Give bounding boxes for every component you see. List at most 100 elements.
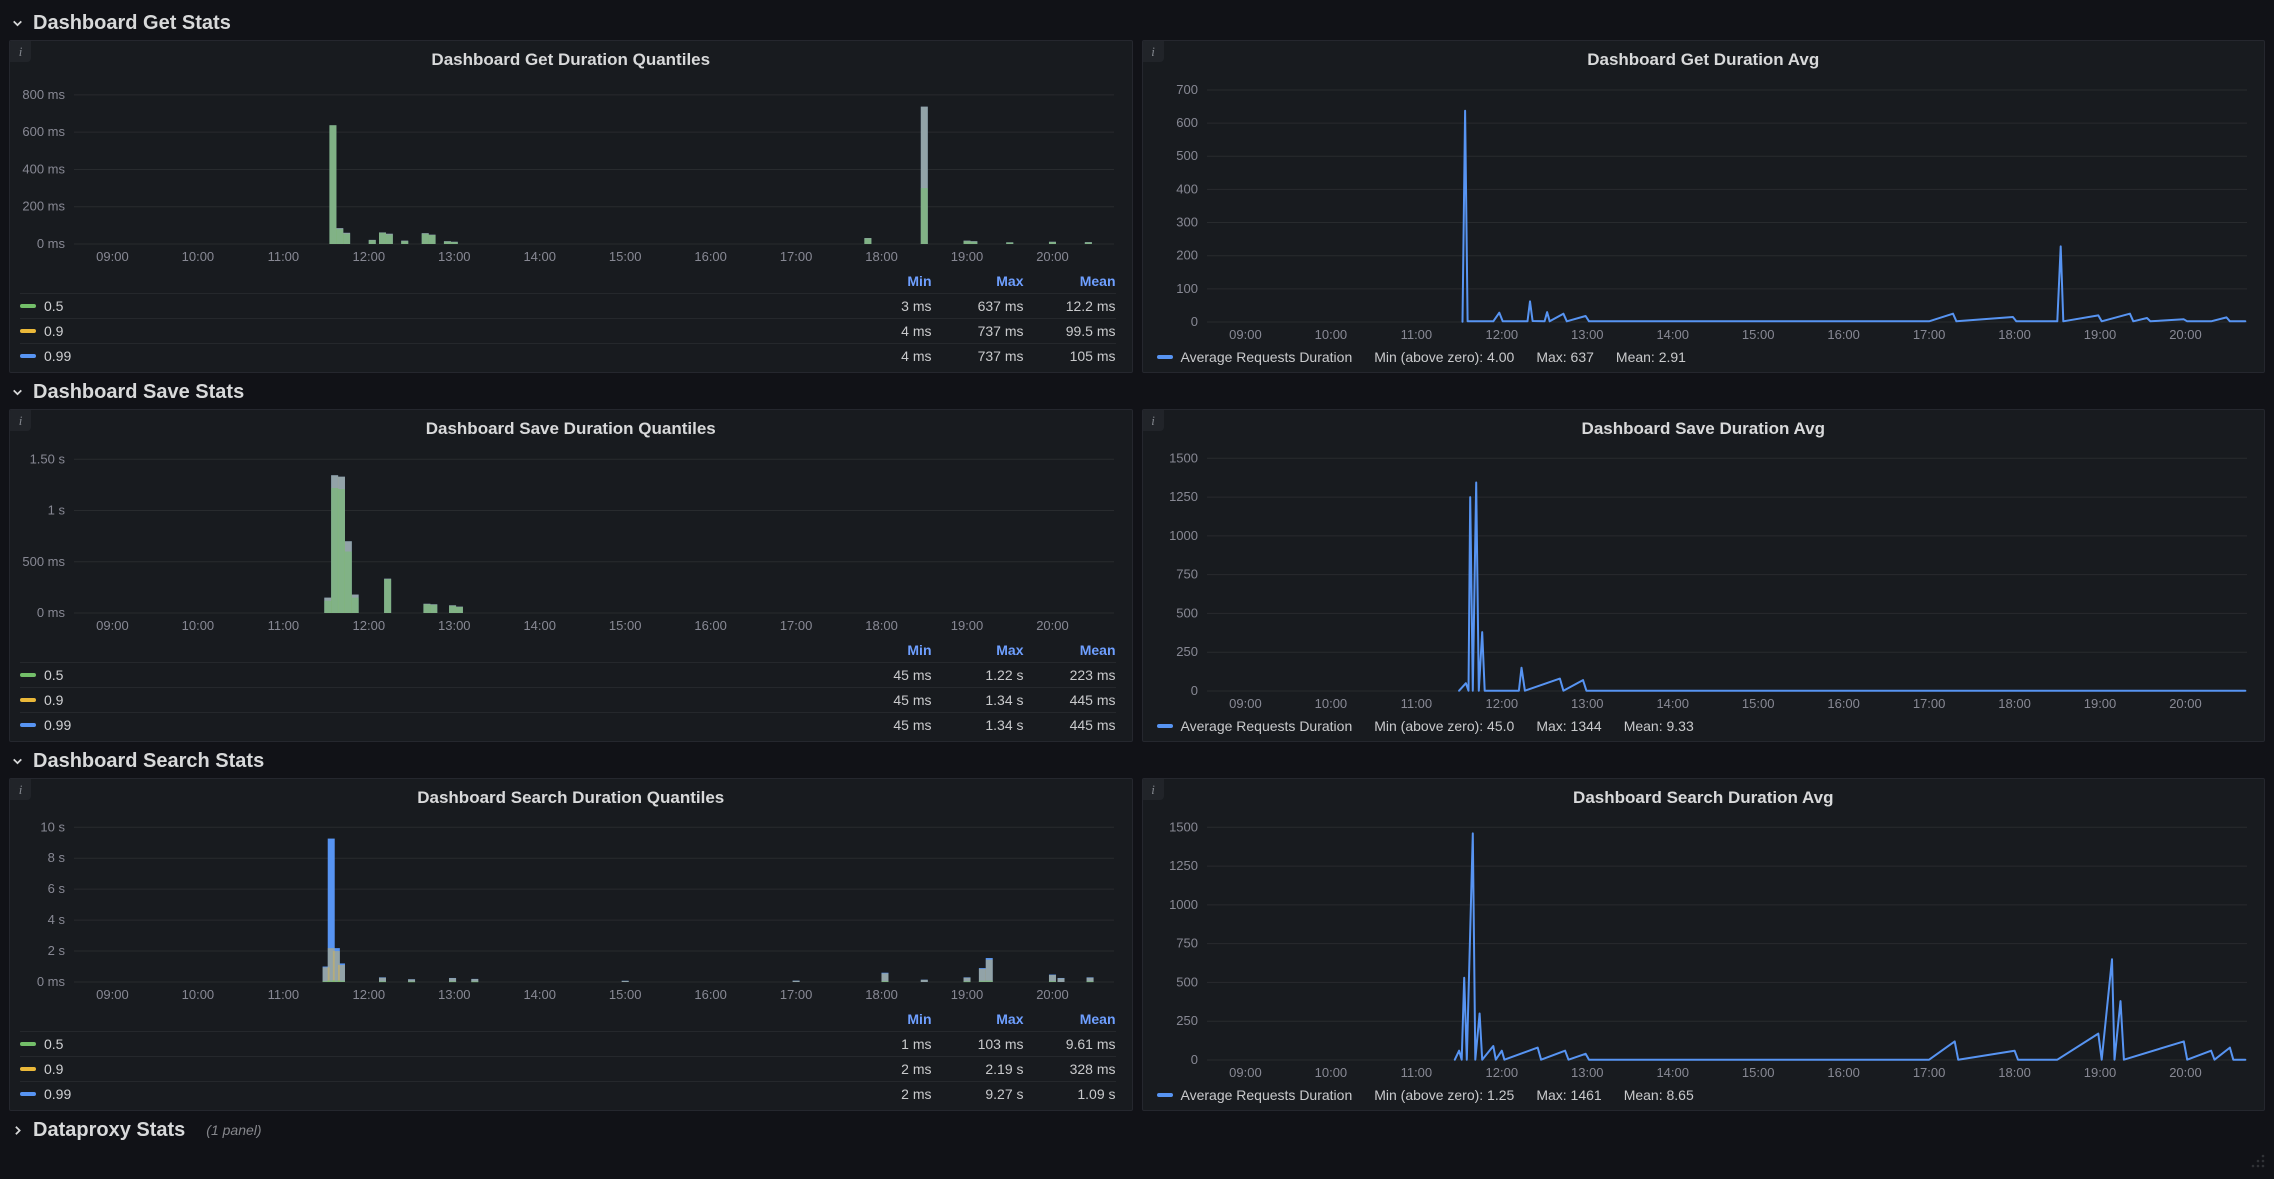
panel-info-icon[interactable]: i [1142, 41, 1164, 62]
svg-text:10:00: 10:00 [182, 618, 215, 633]
svg-text:14:00: 14:00 [523, 987, 556, 1002]
svg-text:15:00: 15:00 [609, 987, 642, 1002]
legend-col-mean[interactable]: Mean [1079, 272, 1116, 289]
panel-save-duration-quantiles: i Dashboard Save Duration Quantiles 0 ms… [9, 409, 1133, 742]
drag-handle-icon[interactable] [2250, 1152, 2266, 1173]
row-header-dashboard-search-stats[interactable]: Dashboard Search Stats [9, 744, 2265, 778]
panel-title[interactable]: Dashboard Get Duration Avg [1587, 50, 1820, 69]
search-quantiles-chart[interactable]: 0 ms 2 s 4 s 6 s 8 s 10 s 09:00 10:00 11:00 12:00… [10, 810, 1132, 1006]
panel-title[interactable]: Dashboard Save Duration Avg [1581, 419, 1825, 438]
svg-text:15:00: 15:00 [1741, 1065, 1774, 1080]
svg-text:09:00: 09:00 [1229, 327, 1262, 342]
series-swatch-icon [20, 673, 36, 677]
row-header-dashboard-get-stats[interactable]: Dashboard Get Stats [9, 6, 2265, 40]
panel-title[interactable]: Dashboard Get Duration Quantiles [431, 50, 711, 69]
legend-line: Average Requests Duration Min (above zer… [1143, 346, 2265, 365]
legend-max-value: 737 ms [977, 348, 1024, 364]
svg-text:19:00: 19:00 [951, 618, 984, 633]
panel-title[interactable]: Dashboard Search Duration Avg [1573, 788, 1834, 807]
svg-text:15:00: 15:00 [609, 618, 642, 633]
legend-max-value: 2.19 s [985, 1061, 1024, 1077]
svg-text:16:00: 16:00 [694, 249, 727, 264]
svg-text:250: 250 [1176, 644, 1198, 659]
panel-title[interactable]: Dashboard Search Duration Quantiles [417, 788, 725, 807]
svg-text:600: 600 [1176, 115, 1198, 130]
svg-text:19:00: 19:00 [2083, 327, 2116, 342]
legend-series-099[interactable]: 0.99 [20, 717, 840, 733]
series-swatch-icon [1156, 1093, 1173, 1097]
row-save-stats-panels: i Dashboard Save Duration Quantiles 0 ms… [9, 409, 2265, 742]
svg-text:500: 500 [1176, 605, 1198, 620]
legend-series-05[interactable]: 0.5 [20, 667, 840, 683]
legend-series-09[interactable]: 0.9 [20, 323, 840, 339]
legend-min-stat: Min (above zero): 4.00 [1374, 349, 1515, 365]
legend-line: Average Requests Duration Min (above zer… [1143, 1084, 2265, 1103]
series-swatch-icon [20, 354, 36, 358]
legend-series-09[interactable]: 0.9 [20, 1061, 840, 1077]
legend-max-value: 9.27 s [985, 1086, 1024, 1102]
svg-text:19:00: 19:00 [951, 249, 984, 264]
series-swatch-icon [1156, 724, 1173, 728]
svg-text:0 ms: 0 ms [37, 236, 66, 251]
panel-info-icon[interactable]: i [1142, 779, 1164, 800]
legend-series-05[interactable]: 0.5 [20, 298, 840, 314]
search-avg-chart[interactable]: 0 250 500 750 1000 1250 1500 09:00 10:00 11:00 12:… [1143, 810, 2265, 1084]
legend-series-05[interactable]: 0.5 [20, 1036, 840, 1052]
legend-col-max[interactable]: Max [996, 1010, 1024, 1027]
svg-text:1250: 1250 [1169, 489, 1198, 504]
legend-series-name[interactable]: Average Requests Duration [1180, 718, 1353, 734]
legend-col-min[interactable]: Min [907, 641, 932, 658]
legend-series-099[interactable]: 0.99 [20, 1086, 840, 1102]
legend-col-mean[interactable]: Mean [1079, 1010, 1116, 1027]
panel-title[interactable]: Dashboard Save Duration Quantiles [425, 419, 716, 438]
legend-row: 0.99 2 ms 9.27 s 1.09 s [20, 1081, 1116, 1106]
svg-text:18:00: 18:00 [865, 987, 898, 1002]
panel-info-icon[interactable]: i [10, 410, 31, 431]
legend-col-min[interactable]: Min [907, 272, 932, 289]
svg-text:11:00: 11:00 [268, 249, 300, 264]
legend-series-099[interactable]: 0.99 [20, 348, 840, 364]
panel-info-icon[interactable]: i [1142, 410, 1164, 431]
row-header-dataproxy-stats[interactable]: Dataproxy Stats (1 panel) [9, 1113, 2265, 1147]
legend-series-name[interactable]: Average Requests Duration [1180, 349, 1353, 365]
get-quantiles-chart[interactable]: 0 ms 200 ms 400 ms 600 ms 800 ms 09:00 10:00 11… [10, 72, 1132, 268]
svg-text:4 s: 4 s [48, 912, 66, 927]
svg-text:15:00: 15:00 [1741, 327, 1774, 342]
legend-col-max[interactable]: Max [996, 272, 1024, 289]
svg-text:16:00: 16:00 [1827, 696, 1860, 711]
legend-col-mean[interactable]: Mean [1079, 641, 1116, 658]
legend-max-stat: Max: 1461 [1536, 1087, 1602, 1103]
svg-text:8 s: 8 s [48, 850, 66, 865]
legend-series-09[interactable]: 0.9 [20, 692, 840, 708]
legend-min-value: 2 ms [901, 1061, 932, 1077]
legend-header: Min Max Mean [20, 637, 1116, 662]
svg-text:16:00: 16:00 [1827, 1065, 1860, 1080]
svg-text:0: 0 [1190, 1052, 1197, 1067]
svg-text:500: 500 [1176, 148, 1198, 163]
panel-info-icon[interactable]: i [10, 779, 31, 800]
chevron-down-icon [11, 17, 24, 30]
legend-min-value: 4 ms [901, 348, 932, 364]
get-avg-chart[interactable]: 0 100 200 300 400 500 600 700 09:00 10:00 11:00 12:… [1143, 72, 2265, 346]
save-avg-chart[interactable]: 0 250 500 750 1000 1250 1500 09:00 10:00 11:00 12:… [1143, 441, 2265, 715]
svg-text:19:00: 19:00 [2083, 696, 2116, 711]
legend-row: 0.5 3 ms 637 ms 12.2 ms [20, 293, 1116, 318]
legend-max-value: 103 ms [977, 1036, 1024, 1052]
panel-info-icon[interactable]: i [10, 41, 31, 62]
panel-save-duration-avg: i Dashboard Save Duration Avg 0 250 500 750… [1141, 409, 2265, 742]
svg-text:17:00: 17:00 [1912, 1065, 1945, 1080]
save-quantiles-chart[interactable]: 0 ms 500 ms 1 s 1.50 s 09:00 10:00 11:00 12:00 1… [10, 441, 1132, 637]
legend-col-min[interactable]: Min [907, 1010, 932, 1027]
svg-text:14:00: 14:00 [1656, 696, 1689, 711]
row-header-dashboard-save-stats[interactable]: Dashboard Save Stats [9, 375, 2265, 409]
svg-text:17:00: 17:00 [1912, 696, 1945, 711]
legend-series-name[interactable]: Average Requests Duration [1180, 1087, 1353, 1103]
legend-min-stat: Min (above zero): 45.0 [1374, 718, 1515, 734]
svg-text:13:00: 13:00 [438, 987, 471, 1002]
legend-col-max[interactable]: Max [996, 641, 1024, 658]
series-swatch-icon [20, 1067, 36, 1071]
legend-mean-value: 328 ms [1069, 1061, 1116, 1077]
svg-text:500: 500 [1176, 974, 1198, 989]
svg-text:16:00: 16:00 [694, 618, 727, 633]
panel-search-duration-avg: i Dashboard Search Duration Avg 0 250 500 7… [1141, 778, 2265, 1111]
